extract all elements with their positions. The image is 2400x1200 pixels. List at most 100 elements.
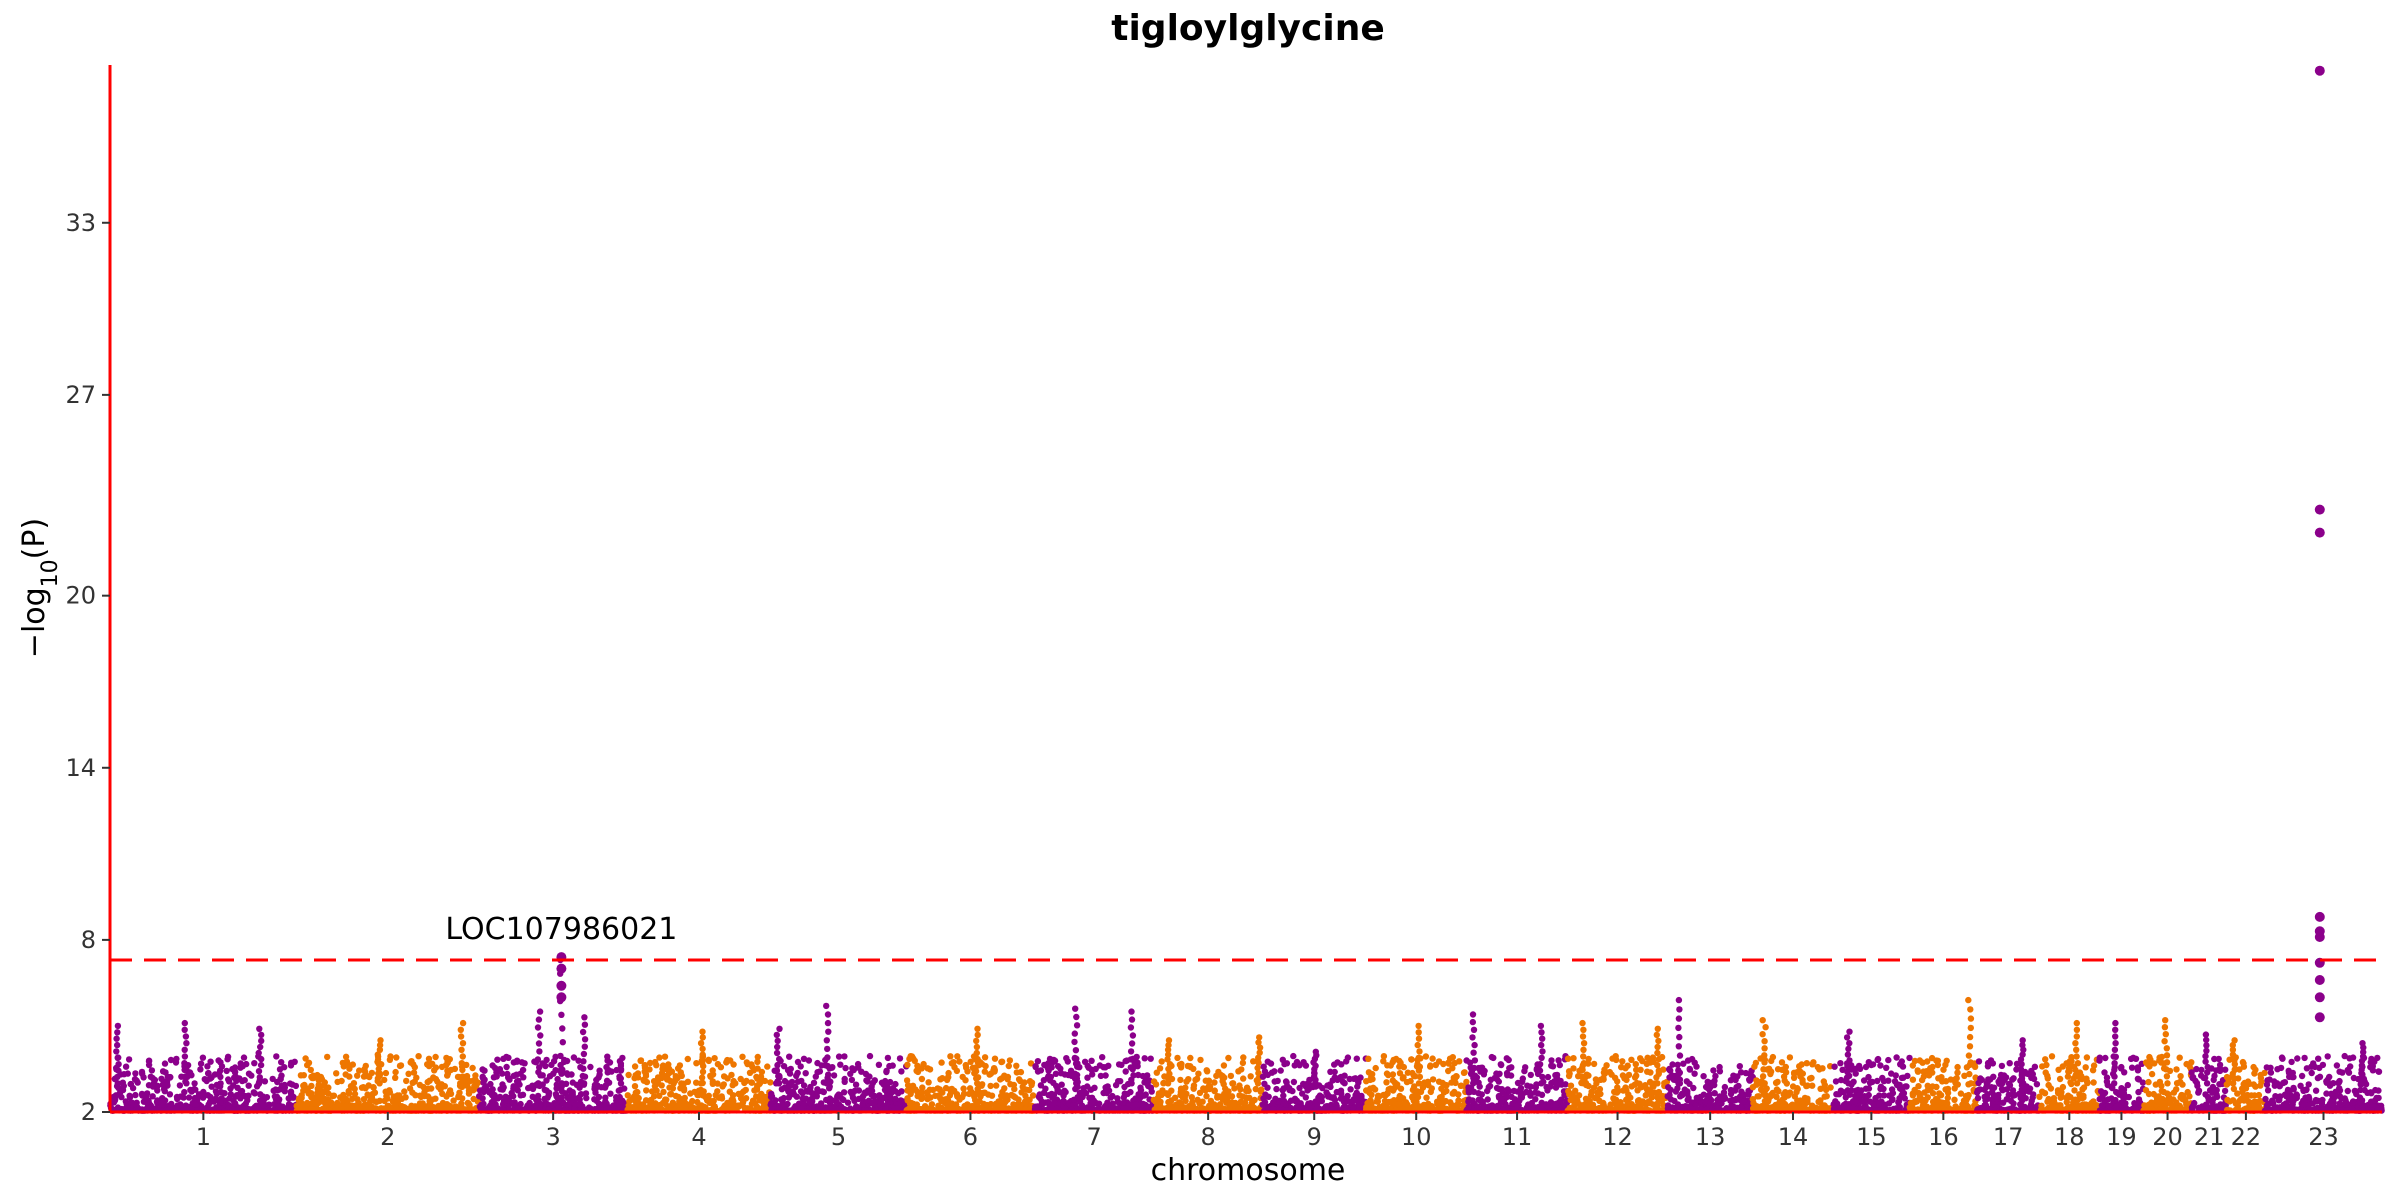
snp-point [1165,1065,1172,1073]
snp-point [402,1094,409,1101]
snp-point [825,1028,832,1035]
snp-point [1710,1067,1717,1074]
snp-point [1458,1082,1465,1089]
snp-point [183,1040,190,1047]
snp-point [772,1097,779,1104]
snp-point [824,1054,831,1061]
snp-point [1300,1059,1307,1066]
snp-point [1674,1101,1682,1108]
snp-point [1570,1065,1577,1072]
snp-point [587,1063,594,1071]
snp-point [617,1080,625,1087]
snp-point [1580,1040,1588,1047]
snp-point [1469,1011,1477,1018]
snp-point [525,1084,532,1092]
snp-point [181,1046,188,1054]
snp-point [1410,1097,1418,1104]
snp-point [1655,1037,1662,1045]
snp-point [1231,1085,1238,1092]
snp-point [729,1082,736,1089]
snp-point [1283,1060,1291,1067]
snp-point [1539,1073,1546,1081]
snp-point [466,1101,473,1109]
snp-point [615,1102,623,1109]
snp-point [776,1074,783,1081]
snp-point [1495,1094,1503,1101]
snp-point [513,1071,520,1078]
snp-point [1434,1098,1441,1105]
snp-point [1197,1056,1204,1064]
chart-title: tigloylglycine [1111,8,1385,49]
snp-point [607,1090,614,1097]
snp-point [1028,1081,1035,1089]
snp-point [695,1091,702,1099]
snp-point [793,1093,800,1100]
snp-point [1097,1072,1105,1080]
snp-point [830,1072,838,1079]
snp-point [824,1011,832,1018]
snp-point [1470,1080,1477,1087]
snp-point [231,1100,239,1107]
snp-point [1700,1073,1707,1080]
snp-point [836,1092,843,1099]
snp-point [472,1072,479,1079]
snp-point [1239,1059,1247,1067]
snp-point [1089,1099,1097,1106]
snp-point [1324,1091,1332,1098]
snp-point [322,1088,329,1096]
snp-point [1264,1071,1272,1079]
snp-point [1649,1081,1656,1088]
snp-point [342,1053,350,1061]
snp-point [435,1102,442,1110]
snp-point [161,1088,168,1095]
snp-point [1227,1072,1235,1080]
snp-point [1655,1088,1663,1096]
snp-point [1611,1096,1618,1104]
snp-point [680,1087,688,1094]
snp-point [1132,1101,1139,1109]
snp-point [709,1067,716,1074]
snp-point [1503,1093,1511,1101]
snp-point [197,1060,205,1067]
snp-point [1539,1048,1546,1055]
snp-point [544,1094,551,1101]
snp-point [1128,1008,1135,1015]
snp-point [1414,1061,1421,1068]
snp-point [1338,1061,1345,1068]
snp-point [1240,1054,1247,1061]
snp-point [356,1067,363,1074]
snp-point [606,1059,614,1066]
chromosome-10-points [1363,1022,1470,1114]
snp-point [773,1031,780,1039]
snp-point [615,1087,622,1094]
snp-point [201,1076,208,1083]
snp-point [1456,1058,1463,1065]
snp-point [1643,1060,1651,1068]
snp-point [535,1080,542,1087]
snp-point [634,1088,641,1096]
snp-point [403,1077,410,1085]
snp-point [786,1053,793,1060]
snp-point [707,1072,714,1080]
snp-point [869,1079,877,1087]
snp-point [180,1094,187,1101]
snp-point [774,1061,781,1069]
snp-point [458,1060,465,1067]
snp-point [1742,1069,1750,1077]
snp-point [1219,1105,1226,1112]
snp-point [255,1068,263,1075]
snp-point [1683,1078,1691,1085]
snp-point [1139,1092,1147,1099]
snp-point [1255,1059,1262,1067]
snp-point [1566,1090,1574,1097]
snp-point [580,1058,587,1065]
snp-point [1306,1104,1314,1111]
snp-point [643,1078,651,1086]
snp-point [569,1079,576,1086]
snp-point [812,1073,819,1080]
snp-point [1348,1098,1356,1105]
snp-point [789,1088,797,1095]
y-axis-label: −log10(P) [17,518,63,658]
snp-point [1438,1085,1445,1092]
snp-point [1174,1054,1181,1062]
